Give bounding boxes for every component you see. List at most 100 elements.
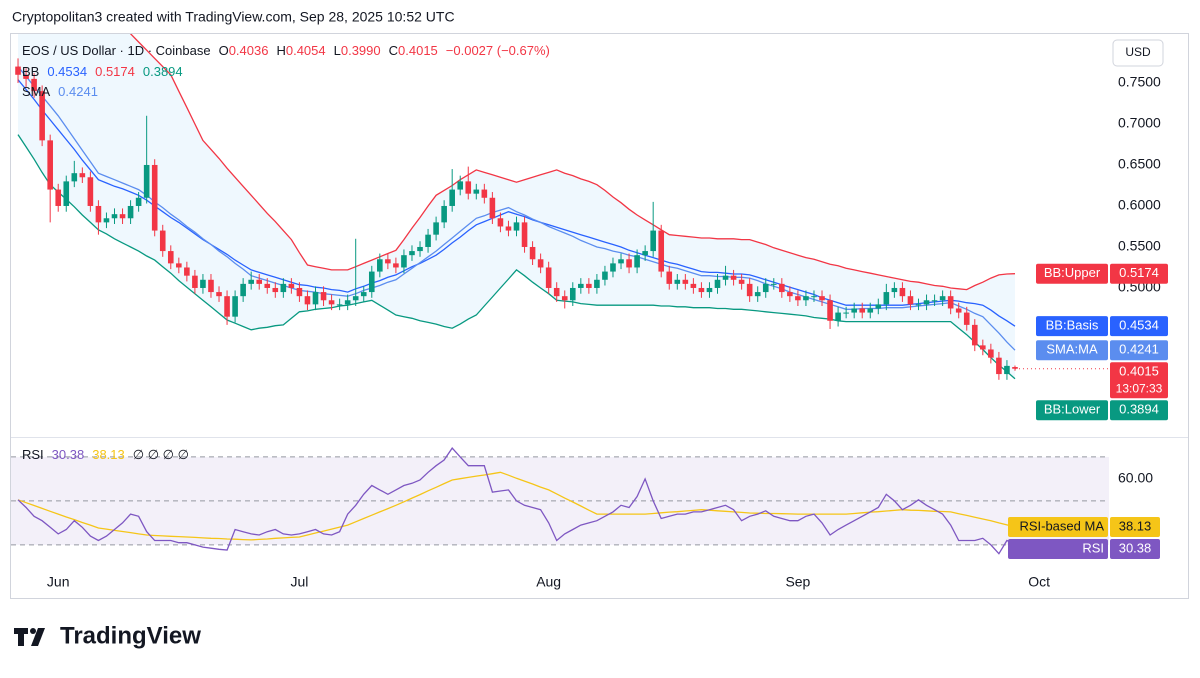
series-name-box	[1008, 539, 1108, 560]
candle-body	[280, 283, 287, 293]
candle-body	[907, 296, 914, 305]
candle-body	[457, 181, 464, 190]
candle-body	[690, 283, 697, 288]
candle-body	[336, 304, 343, 306]
candle-body	[119, 214, 126, 219]
candle-body	[489, 197, 496, 219]
candle-body	[505, 226, 512, 231]
x-tick-label: Jun	[47, 574, 70, 590]
candle-body	[770, 283, 777, 285]
candle-body	[55, 189, 62, 206]
candle-body	[1004, 365, 1010, 375]
price-label: 0.4015	[1119, 364, 1159, 379]
candle-body	[465, 181, 472, 194]
candle-body	[521, 222, 528, 247]
candle-body	[545, 267, 552, 288]
candle-body	[264, 283, 271, 288]
candle-body	[1012, 367, 1018, 369]
candle-body	[996, 357, 1002, 375]
candle-body	[835, 312, 841, 321]
candle-body	[449, 189, 455, 206]
candle-body	[15, 66, 21, 75]
legend-line: BB 0.4534 0.5174 0.3894	[22, 64, 183, 79]
y-tick-label: 0.7500	[1118, 74, 1161, 90]
candle-body	[377, 259, 383, 272]
candle-body	[923, 300, 930, 305]
candle-body	[216, 292, 222, 297]
candle-body	[304, 296, 311, 305]
price-label: 0.4534	[1119, 318, 1159, 333]
y-tick-label: 0.6500	[1118, 156, 1161, 172]
ohlc-value: 0.4054	[286, 43, 326, 58]
candle-body	[529, 246, 536, 260]
bb-value: 0.3894	[143, 64, 183, 79]
candle-body	[875, 304, 882, 309]
candle-body	[176, 263, 182, 268]
price-label-box	[1110, 316, 1168, 337]
candle-body	[272, 287, 279, 293]
header-title: Cryptopolitan3 created with TradingView.…	[12, 9, 455, 25]
candle-body	[151, 164, 158, 231]
candle-body	[746, 283, 753, 297]
candle-body	[618, 259, 624, 264]
candle-body	[47, 140, 53, 190]
candle-body	[385, 259, 391, 264]
x-tick-label: Aug	[536, 574, 561, 590]
candle-body	[569, 287, 576, 301]
candle-body	[240, 283, 246, 297]
candle-body	[779, 283, 785, 293]
tv-logo	[14, 628, 45, 646]
indicator-line	[17, 134, 1016, 380]
candle-body	[248, 279, 254, 284]
candle-body	[481, 189, 488, 198]
price-label-box	[1110, 362, 1168, 399]
candle-body	[256, 279, 263, 284]
ohlc-key: H	[276, 43, 285, 58]
candle-body	[650, 230, 656, 252]
bb-label: BB	[22, 64, 39, 79]
candle-body	[23, 74, 29, 79]
candle-body	[634, 255, 640, 268]
candle-body	[232, 296, 238, 317]
candle-body	[795, 296, 801, 301]
candle-body	[425, 234, 431, 247]
candle-body	[401, 255, 407, 268]
price-label: 0.3894	[1119, 402, 1159, 417]
candle-body	[441, 205, 447, 223]
value-label: 30.38	[1119, 540, 1152, 555]
candle-body	[167, 251, 174, 264]
currency-button[interactable]	[1112, 39, 1164, 67]
x-tick-label: Oct	[1028, 574, 1050, 590]
candle-body	[344, 300, 351, 305]
candle-body	[586, 283, 592, 288]
candle-body	[980, 345, 986, 350]
series-name-box	[1036, 316, 1108, 337]
price-label-box	[1110, 340, 1168, 361]
candle-body	[859, 308, 866, 313]
candle-body	[352, 296, 359, 301]
price-label: 0.5174	[1119, 265, 1159, 280]
candle-body	[296, 287, 303, 297]
candle-body	[288, 283, 295, 288]
indicator-line	[17, 66, 1016, 351]
candle-body	[103, 218, 110, 223]
candle-body	[867, 308, 874, 313]
candle-body	[368, 271, 375, 293]
ohlc-value: 0.3990	[341, 43, 381, 58]
series-name: RSI-based MA	[1019, 518, 1104, 533]
candle-body	[931, 300, 938, 302]
series-name: BB:Upper	[1044, 265, 1101, 280]
rsi-line	[17, 447, 1016, 555]
candle-body	[963, 312, 970, 325]
candle-body	[135, 197, 142, 206]
ohlc-value: 0.4036	[229, 43, 269, 58]
series-name: RSI	[1082, 540, 1104, 555]
price-label: 0.4241	[1119, 342, 1159, 357]
candle-body	[827, 300, 833, 321]
candle-body	[184, 267, 190, 276]
y-tick-label: 0.7000	[1118, 115, 1161, 131]
ohlc-key: L	[334, 43, 341, 58]
rsi-value: 38.13	[92, 447, 125, 462]
candle-body	[31, 78, 37, 92]
series-name-box	[1036, 340, 1108, 361]
